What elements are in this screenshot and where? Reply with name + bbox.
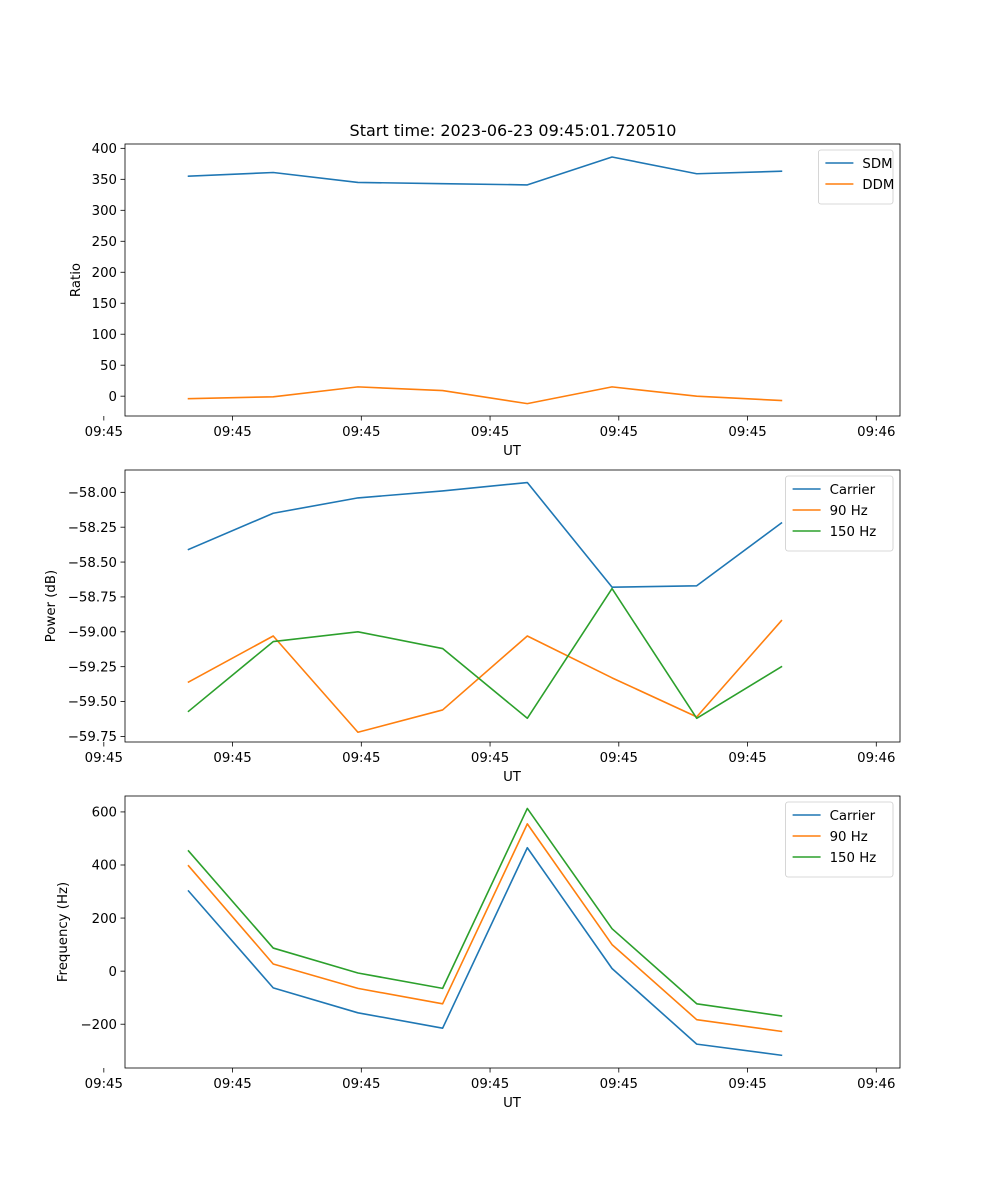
x-axis-label: UT xyxy=(503,444,522,459)
series-line-150-hz xyxy=(187,807,783,1017)
x-tick-label: 09:45 xyxy=(471,1077,509,1092)
figure-title: Start time: 2023-06-23 09:45:01.720510 xyxy=(350,121,677,140)
x-tick-label: 09:45 xyxy=(342,751,380,766)
x-tick-label: 09:45 xyxy=(728,751,766,766)
charts-container: 09:45 09:45 09:45 09:45 09:45 09:45 09:46 0 50 10… xyxy=(44,142,901,1111)
series-line-carrier xyxy=(187,481,783,588)
y-tick-label: 100 xyxy=(92,328,117,343)
plot-frame xyxy=(124,469,901,743)
y-tick-label: −58.75 xyxy=(68,591,117,606)
x-tick-label: 09:45 xyxy=(342,425,380,440)
x-tick-label: 09:45 xyxy=(600,1077,638,1092)
legend-label: Carrier xyxy=(830,483,876,498)
legend-label: 90 Hz xyxy=(830,504,868,519)
legend-label: Carrier xyxy=(830,809,876,824)
legend: Carrier 90 Hz 150 Hz xyxy=(785,475,894,552)
y-tick-label: 400 xyxy=(92,859,117,874)
x-tick-label: 09:45 xyxy=(213,425,251,440)
y-axis-label: Power (dB) xyxy=(44,570,59,642)
plot-frame xyxy=(124,143,901,417)
x-axis-label: UT xyxy=(503,1096,522,1111)
legend-label: DDM xyxy=(862,178,894,193)
y-tick-label: −59.75 xyxy=(68,730,117,745)
x-tick-label: 09:45 xyxy=(728,1077,766,1092)
y-tick-label: 0 xyxy=(109,965,117,980)
x-tick-label: 09:45 xyxy=(600,751,638,766)
y-tick-label: −58.00 xyxy=(68,486,117,501)
x-tick-label: 09:46 xyxy=(857,1077,895,1092)
series-line-sdm xyxy=(187,156,783,186)
y-tick-label: 0 xyxy=(109,390,117,405)
x-tick-label: 09:45 xyxy=(213,1077,251,1092)
x-tick-label: 09:45 xyxy=(342,1077,380,1092)
legend-box xyxy=(785,801,894,878)
legend-label: 90 Hz xyxy=(830,830,868,845)
y-tick-label: 250 xyxy=(92,235,117,250)
y-tick-label: 200 xyxy=(92,912,117,927)
y-tick-label: 350 xyxy=(92,173,117,188)
x-tick-label: 09:46 xyxy=(857,425,895,440)
x-tick-label: 09:45 xyxy=(600,425,638,440)
series-line-carrier xyxy=(187,846,783,1057)
legend-label: 150 Hz xyxy=(830,851,877,866)
x-tick-label: 09:46 xyxy=(857,751,895,766)
y-tick-label: 400 xyxy=(92,142,117,157)
x-tick-label: 09:45 xyxy=(213,751,251,766)
legend: SDM DDM xyxy=(818,149,894,205)
y-tick-label: 200 xyxy=(92,266,117,281)
legend-label: SDM xyxy=(862,157,892,172)
y-tick-label: −59.50 xyxy=(68,695,117,710)
x-tick-label: 09:45 xyxy=(728,425,766,440)
x-tick-label: 09:45 xyxy=(85,1077,123,1092)
y-tick-label: 300 xyxy=(92,204,117,219)
chart-1: 09:45 09:45 09:45 09:45 09:45 09:45 09:46 0 50 10… xyxy=(69,142,901,459)
legend: Carrier 90 Hz 150 Hz xyxy=(785,801,894,878)
x-tick-label: 09:45 xyxy=(471,751,509,766)
x-axis-label: UT xyxy=(503,770,522,785)
y-tick-label: −59.00 xyxy=(68,626,117,641)
y-axis-label: Ratio xyxy=(69,263,84,297)
y-tick-label: 50 xyxy=(100,359,117,374)
legend-label: 150 Hz xyxy=(830,525,877,540)
series-line-90-hz xyxy=(187,619,783,734)
legend-box xyxy=(785,475,894,552)
y-axis-label: Frequency (Hz) xyxy=(56,882,71,982)
chart-3: 09:45 09:45 09:45 09:45 09:45 09:45 09:46 −200 0… xyxy=(56,795,901,1111)
series-line-150-hz xyxy=(187,587,783,720)
y-tick-label: −58.25 xyxy=(68,521,117,536)
series-line-ddm xyxy=(187,386,783,405)
y-tick-label: −58.50 xyxy=(68,556,117,571)
x-tick-label: 09:45 xyxy=(471,425,509,440)
x-tick-label: 09:45 xyxy=(85,751,123,766)
x-tick-label: 09:45 xyxy=(85,425,123,440)
y-tick-label: −59.25 xyxy=(68,660,117,675)
y-tick-label: −200 xyxy=(80,1018,117,1033)
plot-frame xyxy=(124,795,901,1069)
series-line-90-hz xyxy=(187,823,783,1033)
y-tick-label: 600 xyxy=(92,806,117,821)
chart-2: 09:45 09:45 09:45 09:45 09:45 09:45 09:46 −59.7… xyxy=(44,469,901,785)
y-tick-label: 150 xyxy=(92,297,117,312)
